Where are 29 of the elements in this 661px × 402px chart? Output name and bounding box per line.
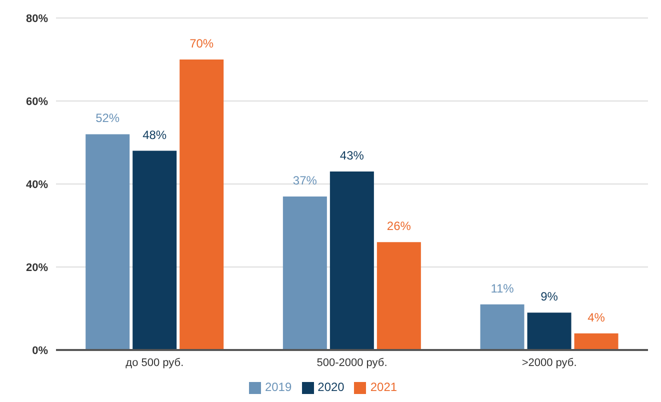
data-label: 48%	[142, 128, 167, 142]
data-label: 43%	[340, 148, 364, 163]
y-tick-label: 0%	[32, 344, 48, 357]
y-tick-label: 80%	[26, 12, 48, 25]
y-tick-label: 20%	[26, 262, 48, 274]
bar	[180, 60, 224, 350]
data-label: 70%	[190, 36, 214, 50]
legend-label: 2019	[264, 380, 292, 394]
data-label: 4%	[588, 310, 606, 324]
bar	[330, 172, 374, 350]
bar	[86, 134, 130, 350]
legend-label: 2020	[318, 380, 344, 394]
bar	[376, 242, 421, 350]
bar	[574, 333, 618, 350]
x-tick-label: до 500 руб.	[126, 356, 184, 369]
y-tick-label: 60%	[26, 96, 48, 108]
x-tick-label: >2000 руб.	[522, 356, 577, 369]
data-label: 11%	[490, 281, 514, 296]
data-label: 52%	[96, 111, 120, 126]
bar	[132, 150, 177, 350]
data-label: 26%	[386, 219, 412, 234]
y-tick-label: 40%	[26, 178, 48, 191]
legend-label: 2021	[370, 380, 398, 394]
data-label: 37%	[292, 173, 318, 188]
x-tick-label: 500-2000 руб.	[316, 356, 388, 369]
data-label: 9%	[540, 290, 558, 304]
bar	[282, 196, 327, 350]
bar	[480, 304, 524, 350]
bar	[527, 312, 572, 350]
